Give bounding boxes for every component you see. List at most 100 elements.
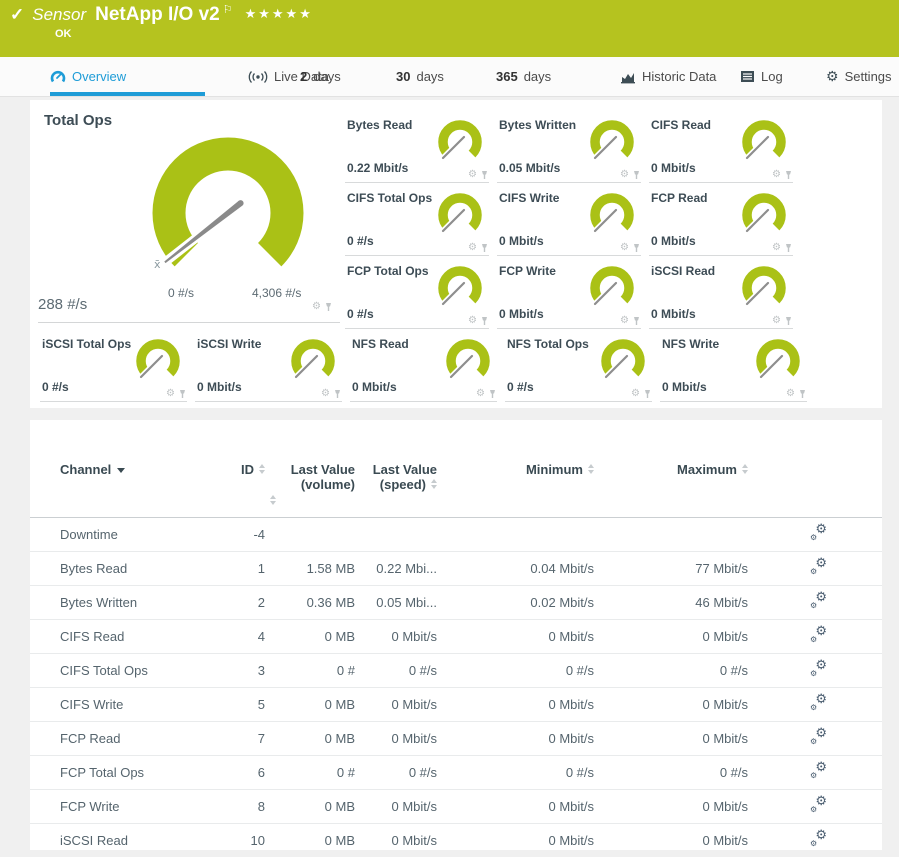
pin-icon[interactable] (643, 389, 652, 399)
channel-name[interactable]: FCP Total Ops (60, 765, 145, 780)
tab-log[interactable]: Log (740, 57, 783, 96)
gauge-cell[interactable]: Bytes Read 0.22 Mbit/s ⚙ (345, 110, 497, 183)
channel-name[interactable]: Downtime (60, 527, 118, 542)
gauge-cell[interactable]: FCP Read 0 Mbit/s ⚙ (649, 183, 801, 256)
gauge-value: 0 Mbit/s (651, 234, 696, 248)
last-value-speed: 0 Mbit/s (391, 697, 437, 712)
gauge-cell[interactable]: iSCSI Read 0 Mbit/s ⚙ (649, 256, 801, 329)
tab-label: days (523, 69, 552, 84)
channel-name[interactable]: iSCSI Read (60, 833, 128, 848)
channel-settings-gears-icon[interactable]: ⚙ ⚙ (810, 589, 827, 610)
channel-settings-gears-icon[interactable]: ⚙ ⚙ (810, 759, 827, 780)
minimum-value: 0 Mbit/s (548, 697, 594, 712)
pin-icon[interactable] (798, 389, 807, 399)
gear-icon[interactable]: ⚙ (468, 169, 477, 180)
gauge-cell[interactable]: NFS Total Ops 0 #/s ⚙ (505, 329, 660, 402)
channel-name[interactable]: CIFS Write (60, 697, 124, 712)
gauge-cell[interactable]: CIFS Total Ops 0 #/s ⚙ (345, 183, 497, 256)
channel-settings-gears-icon[interactable]: ⚙ ⚙ (810, 521, 827, 542)
gauge-dial (756, 339, 800, 380)
channel-name[interactable]: CIFS Total Ops (60, 663, 148, 678)
gear-icon[interactable]: ⚙ (631, 388, 640, 399)
column-header-maximum[interactable]: Maximum (594, 462, 748, 477)
sort-icon (742, 464, 748, 474)
tab-settings[interactable]: ⚙ Settings (826, 57, 892, 96)
channel-settings-gears-icon[interactable]: ⚙ ⚙ (810, 691, 827, 712)
pin-icon[interactable] (632, 316, 641, 326)
channel-name[interactable]: CIFS Read (60, 629, 125, 644)
tab-historic-data[interactable]: Historic Data (620, 57, 716, 96)
column-header-channel[interactable]: Channel (30, 462, 235, 477)
pin-icon[interactable] (178, 389, 187, 399)
gear-icon[interactable]: ⚙ (321, 388, 330, 399)
priority-stars[interactable]: ★★★★★ (244, 6, 313, 21)
pin-icon[interactable] (784, 316, 793, 326)
pin-icon[interactable] (333, 389, 342, 399)
gauge-cell[interactable]: NFS Read 0 Mbit/s ⚙ (350, 329, 505, 402)
channel-name[interactable]: Bytes Read (60, 561, 128, 576)
gauge-cell[interactable]: iSCSI Write 0 Mbit/s ⚙ (195, 329, 350, 402)
gauge-cell[interactable]: FCP Write 0 Mbit/s ⚙ (497, 256, 649, 329)
tab-label-number: 2 (300, 69, 308, 84)
gauge-cell[interactable]: Bytes Written 0.05 Mbit/s ⚙ (497, 110, 649, 183)
tab-365-days[interactable]: 365 days (496, 57, 551, 96)
pin-icon[interactable] (488, 389, 497, 399)
gauge-dial (438, 193, 482, 234)
pin-icon[interactable] (632, 170, 641, 180)
sensor-header: ✓ Sensor NetApp I/O v2 ⚐ ★★★★★ OK (0, 0, 899, 57)
pin-icon[interactable] (324, 302, 333, 312)
gear-icon[interactable]: ⚙ (620, 242, 629, 253)
gauge-cell[interactable]: iSCSI Total Ops 0 #/s ⚙ (40, 329, 195, 402)
gear-icon[interactable]: ⚙ (772, 169, 781, 180)
column-header-minimum[interactable]: Minimum (437, 462, 594, 477)
gear-icon[interactable]: ⚙ (620, 169, 629, 180)
gauge-cell[interactable]: NFS Write 0 Mbit/s ⚙ (660, 329, 815, 402)
gauge-dial: x̄ (152, 137, 304, 271)
gear-icon[interactable]: ⚙ (476, 388, 485, 399)
pin-icon[interactable] (480, 243, 489, 253)
column-header-id[interactable]: ID (235, 462, 265, 477)
channel-settings-gears-icon[interactable]: ⚙ ⚙ (810, 623, 827, 644)
gear-icon[interactable]: ⚙ (772, 315, 781, 326)
channel-settings-gears-icon[interactable]: ⚙ ⚙ (810, 793, 827, 814)
tab-overview[interactable]: Overview (50, 57, 206, 96)
pin-icon[interactable] (784, 243, 793, 253)
sensor-title: NetApp I/O v2 (95, 4, 220, 25)
channel-settings-gears-icon[interactable]: ⚙ ⚙ (810, 555, 827, 576)
channel-name[interactable]: FCP Read (60, 731, 121, 746)
pin-icon[interactable] (480, 316, 489, 326)
gear-icon[interactable]: ⚙ (468, 242, 477, 253)
gauge-title: FCP Read (651, 191, 708, 205)
gear-icon[interactable]: ⚙ (468, 315, 477, 326)
channel-name[interactable]: Bytes Written (60, 595, 138, 610)
last-value-volume: 0 # (336, 663, 355, 678)
tab-live-data[interactable]: Live Data (248, 57, 329, 96)
tab-2-days[interactable]: 2 days (300, 57, 341, 96)
gauge-value: 0.05 Mbit/s (499, 161, 561, 175)
last-value-volume: 1.58 MB (306, 561, 355, 576)
channel-settings-gears-icon[interactable]: ⚙ ⚙ (810, 827, 827, 848)
gauge-cell-total-ops[interactable]: Total Ops x̄ 0 #/s 4,306 #/s 288 #/s ⚙ (30, 100, 345, 329)
column-header-last-value-speed[interactable]: Last Value (speed) (372, 462, 437, 492)
tab-30-days[interactable]: 30 days (396, 57, 444, 96)
maximum-value: 0 Mbit/s (702, 799, 748, 814)
gauge-cell[interactable]: CIFS Write 0 Mbit/s ⚙ (497, 183, 649, 256)
pin-icon[interactable] (632, 243, 641, 253)
gear-icon[interactable]: ⚙ (772, 242, 781, 253)
channel-settings-gears-icon[interactable]: ⚙ ⚙ (810, 725, 827, 746)
maximum-value: 77 Mbit/s (695, 561, 748, 576)
gauge-title: Total Ops (44, 112, 113, 129)
gear-icon[interactable]: ⚙ (620, 315, 629, 326)
pin-icon[interactable] (480, 170, 489, 180)
pin-icon[interactable] (784, 170, 793, 180)
gauge-cell[interactable]: FCP Total Ops 0 #/s ⚙ (345, 256, 497, 329)
gear-icon[interactable]: ⚙ (166, 388, 175, 399)
historic-chart-icon (621, 72, 635, 83)
gear-icon[interactable]: ⚙ (312, 301, 321, 312)
sort-icon (259, 464, 265, 474)
channel-settings-gears-icon[interactable]: ⚙ ⚙ (810, 657, 827, 678)
column-header-last-value-volume[interactable]: Last Value (volume) (265, 462, 355, 505)
gauge-cell[interactable]: CIFS Read 0 Mbit/s ⚙ (649, 110, 801, 183)
gear-icon[interactable]: ⚙ (786, 388, 795, 399)
channel-name[interactable]: FCP Write (60, 799, 120, 814)
